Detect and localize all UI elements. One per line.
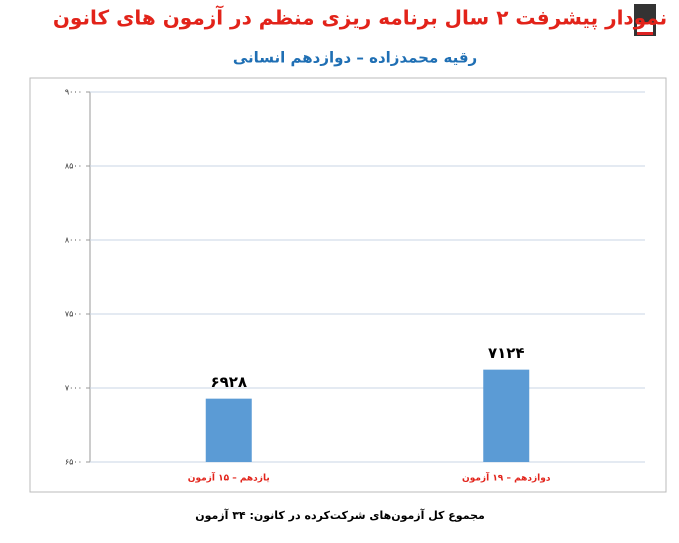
y-tick-label: ۹۰۰۰ [65, 88, 82, 97]
chart-frame [29, 77, 667, 493]
y-tick-label: ۷۵۰۰ [65, 310, 82, 319]
y-tick-label: ۶۵۰۰ [65, 458, 82, 467]
chart-title: نمودار پیشرفت ۲ سال برنامه ریزی منظم در … [53, 5, 667, 31]
x-tick-label: یازدهم – ۱۵ آزمون [188, 472, 270, 484]
logo [634, 4, 656, 36]
bar [205, 398, 252, 462]
data-label: ۶۹۲۸ [210, 373, 247, 391]
bar [483, 369, 530, 462]
data-label: ۷۱۲۴ [488, 344, 525, 362]
y-tick-label: ۸۰۰۰ [65, 236, 82, 245]
x-tick-label: دوازدهم – ۱۹ آزمون [462, 472, 551, 484]
y-tick-label: ۸۵۰۰ [65, 162, 82, 171]
footnote: مجموع کل آزمون‌های شرکت‌کرده در کانون: ۳… [195, 508, 485, 522]
y-tick-label: ۷۰۰۰ [65, 384, 82, 393]
chart-subtitle: رقیه محمدزاده – دوازدهم انسانی [233, 49, 477, 67]
